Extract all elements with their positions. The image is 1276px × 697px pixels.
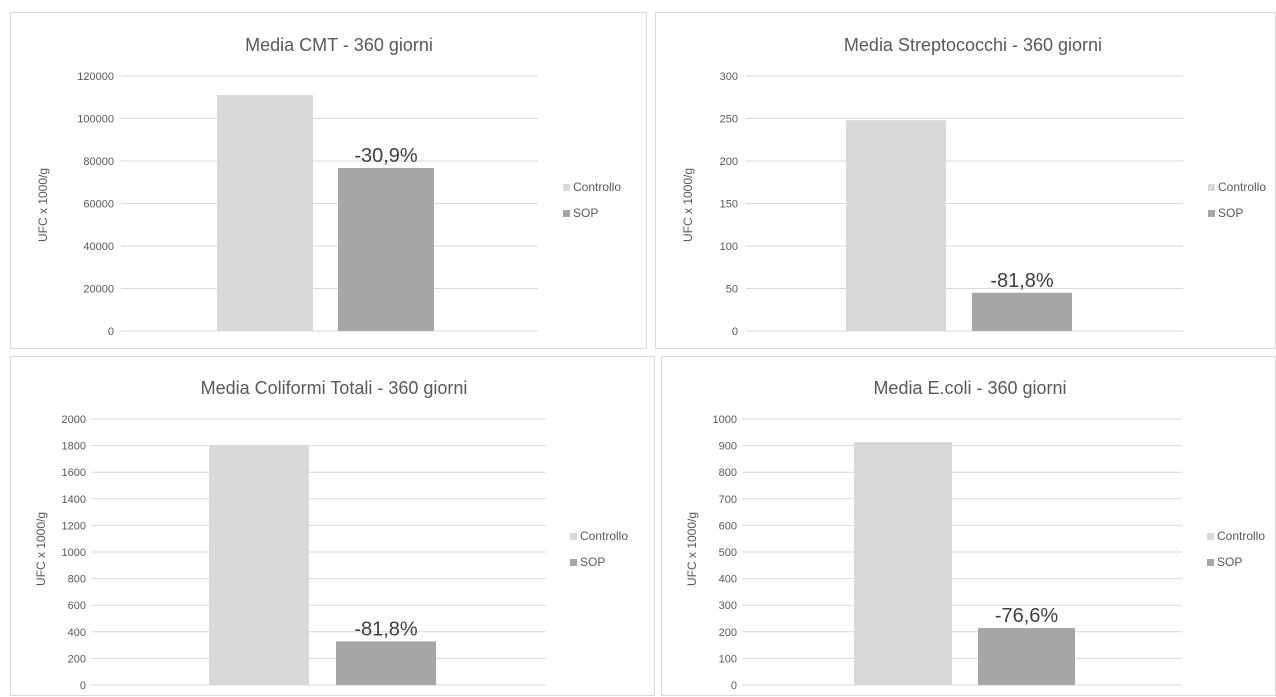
chart-svg: Media CMT - 360 giorni 0 20000 40000 60000 80… (36, 35, 621, 338)
y-tick-label: 200 (719, 627, 737, 639)
legend-swatch (563, 210, 570, 217)
y-tick-label: 300 (720, 71, 738, 83)
y-tick-label: 80000 (83, 156, 114, 168)
chart-panel-ecoli: Media E.coli - 360 giorni 0 100 200 300 400 50… (661, 356, 1276, 696)
bar-controllo (209, 444, 309, 685)
y-tick-label: 900 (719, 441, 737, 453)
chart-svg: Media Streptococchi - 360 giorni 0 50 100 15… (681, 35, 1266, 338)
y-tick-label: 600 (68, 600, 86, 612)
y-tick-label: 250 (720, 114, 738, 126)
y-tick-label: 200 (68, 653, 86, 665)
data-label: -76,6% (995, 605, 1059, 627)
y-tick-label: 1000 (62, 547, 86, 559)
bar-controllo (854, 442, 952, 685)
legend-label: SOP (580, 555, 605, 569)
chart-panel-cmt: Media CMT - 360 giorni 0 20000 40000 60000 80… (10, 12, 647, 349)
y-tick-label: 0 (80, 680, 86, 692)
legend-label: SOP (1218, 206, 1243, 220)
chart-svg: Media E.coli - 360 giorni 0 100 200 300 400 50… (685, 378, 1265, 692)
chart-panel-streptococchi: Media Streptococchi - 360 giorni 0 50 100 15… (655, 12, 1276, 349)
y-tick-label: 1200 (62, 520, 86, 532)
y-tick-label: 1400 (62, 494, 86, 506)
y-tick-label: 700 (719, 494, 737, 506)
legend-label: Controllo (1217, 529, 1265, 543)
y-tick-label: 150 (720, 199, 738, 211)
y-tick-label: 600 (719, 520, 737, 532)
data-label: -81,8% (354, 618, 418, 640)
y-tick-label: 20000 (83, 284, 114, 296)
bar-sop (338, 168, 434, 331)
y-axis-label: UFC x 1000/g (36, 168, 50, 242)
chart-title: Media Coliformi Totali - 360 giorni (201, 378, 468, 398)
legend-swatch (1208, 184, 1215, 191)
legend-label: Controllo (573, 180, 621, 194)
y-tick-label: 60000 (83, 199, 114, 211)
chart-svg: Media Coliformi Totali - 360 giorni 0 200 4… (34, 378, 628, 692)
chart-panel-coliformi: Media Coliformi Totali - 360 giorni 0 200 4… (10, 356, 655, 696)
legend-swatch (1207, 559, 1214, 566)
legend-label: Controllo (580, 529, 628, 543)
y-tick-label: 100000 (77, 114, 114, 126)
bar-controllo (217, 95, 313, 331)
legend-swatch (1208, 210, 1215, 217)
bar-sop (336, 641, 436, 685)
legend-swatch (563, 184, 570, 191)
y-tick-label: 100 (719, 653, 737, 665)
y-tick-label: 40000 (83, 241, 114, 253)
legend-swatch (1207, 533, 1214, 540)
legend-label: SOP (1217, 555, 1242, 569)
y-tick-label: 0 (732, 326, 738, 338)
y-tick-label: 0 (108, 326, 114, 338)
data-label: -81,8% (990, 270, 1054, 292)
chart-title: Media CMT - 360 giorni (245, 35, 433, 55)
chart-title: Media E.coli - 360 giorni (873, 378, 1066, 398)
legend-swatch (570, 533, 577, 540)
bar-sop (978, 628, 1075, 685)
y-tick-label: 50 (726, 284, 738, 296)
y-tick-label: 800 (68, 574, 86, 586)
y-tick-label: 1600 (62, 467, 86, 479)
y-axis-label: UFC x 1000/g (34, 512, 48, 586)
y-tick-label: 300 (719, 600, 737, 612)
y-tick-label: 0 (731, 680, 737, 692)
y-tick-label: 120000 (77, 71, 114, 83)
bar-controllo (846, 120, 946, 331)
legend-swatch (570, 559, 577, 566)
y-tick-label: 500 (719, 547, 737, 559)
y-axis-label: UFC x 1000/g (685, 512, 699, 586)
y-tick-label: 400 (719, 574, 737, 586)
y-tick-label: 100 (720, 241, 738, 253)
y-tick-label: 2000 (62, 414, 86, 426)
bar-sop (972, 292, 1072, 331)
chart-title: Media Streptococchi - 360 giorni (844, 35, 1102, 55)
y-tick-label: 1000 (713, 414, 737, 426)
y-tick-label: 400 (68, 627, 86, 639)
y-axis-label: UFC x 1000/g (681, 168, 695, 242)
y-tick-label: 1800 (62, 441, 86, 453)
legend-label: Controllo (1218, 180, 1266, 194)
y-tick-label: 200 (720, 156, 738, 168)
y-tick-label: 800 (719, 467, 737, 479)
legend-label: SOP (573, 206, 598, 220)
data-label: -30,9% (354, 145, 418, 167)
